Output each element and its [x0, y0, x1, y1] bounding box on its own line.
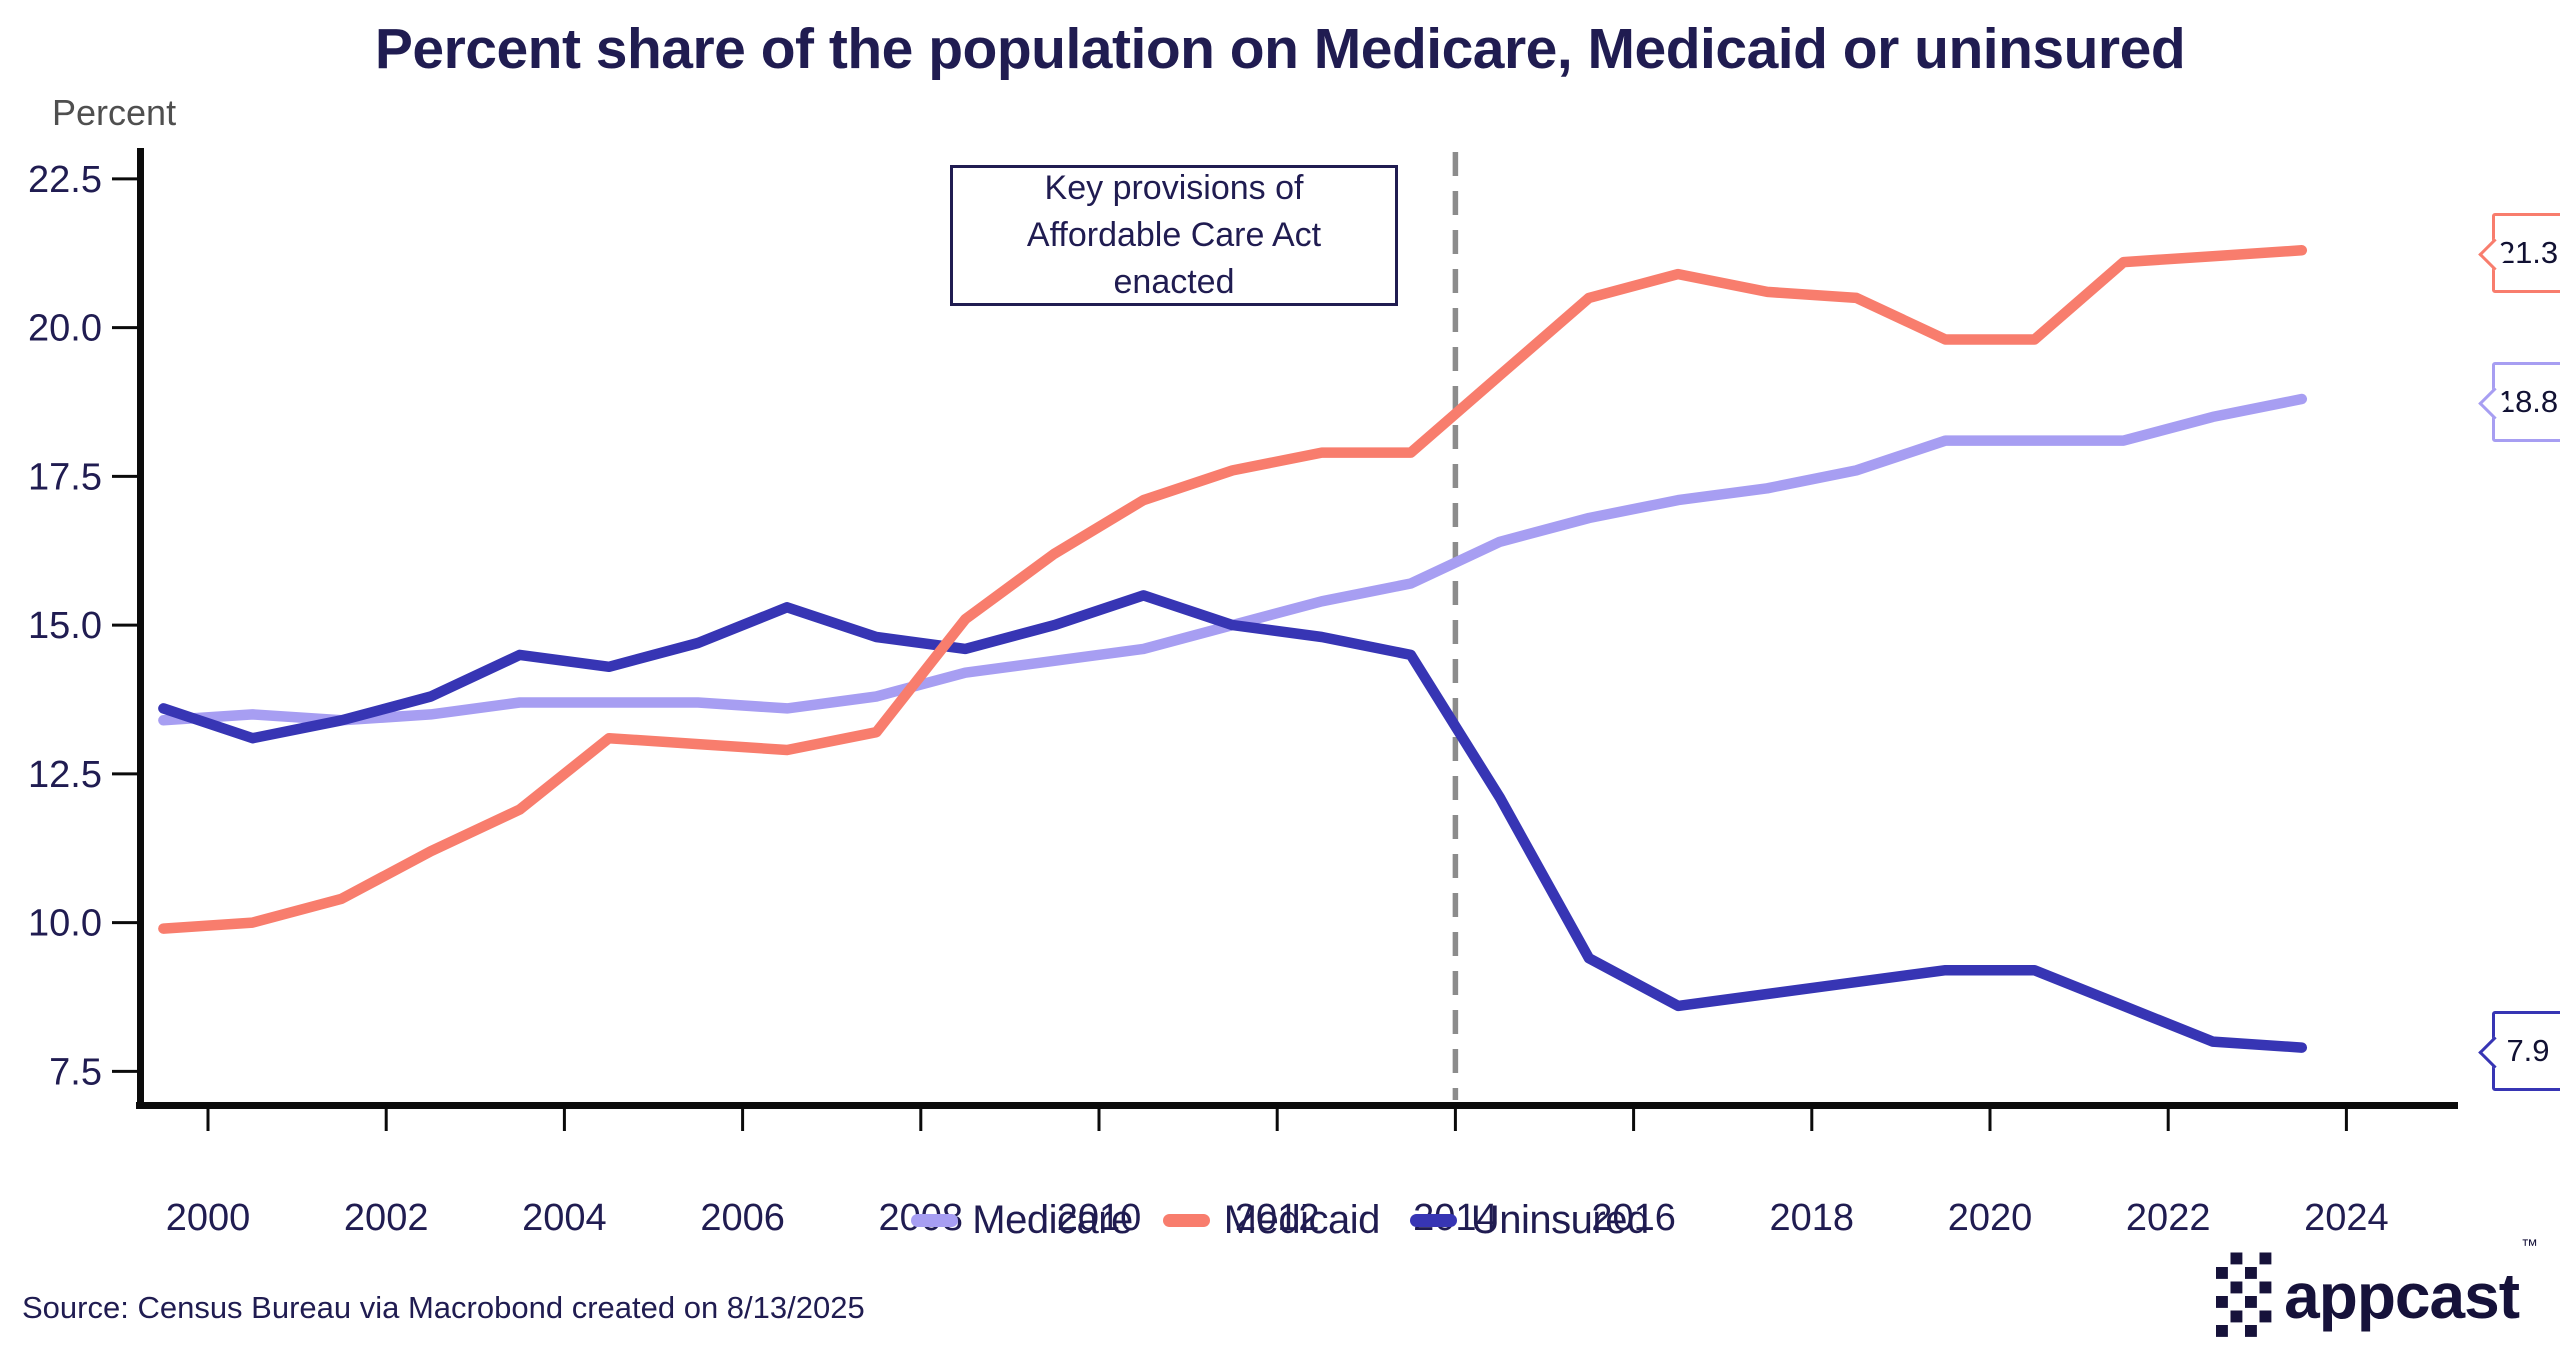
logo-square: [2245, 1296, 2258, 1308]
logo-square: [2259, 1281, 2272, 1294]
logo-square: [2230, 1252, 2243, 1265]
legend-item-medicaid: Medicaid: [1162, 1198, 1381, 1243]
x-tick-label: 2006: [700, 1197, 785, 1239]
end-label-medicaid: 21.3: [2478, 213, 2560, 294]
x-tick-label: 2000: [166, 1197, 251, 1239]
legend: Medicare Medicaid Uninsured: [0, 1198, 2560, 1243]
aca-annotation-text: Key provisions of Affordable Care Act en…: [1026, 169, 1322, 301]
x-tick-label: 2012: [1235, 1197, 1320, 1239]
source-note: Source: Census Bureau via Macrobond crea…: [22, 1290, 865, 1325]
y-axis-label: Percent: [52, 92, 177, 133]
logo-square: [2259, 1310, 2272, 1323]
end-label-uninsured: 7.9: [2478, 1010, 2560, 1091]
medicare-swatch-icon: [911, 1214, 959, 1227]
logo-square: [2216, 1267, 2229, 1279]
y-tick-label: 7.5: [49, 1051, 102, 1093]
appcast-logo: appcast™: [2216, 1236, 2538, 1340]
aca-annotation-box: Key provisions of Affordable Care Act en…: [950, 165, 1398, 306]
appcast-logo-mark-icon: [2216, 1252, 2272, 1337]
x-tick-label: 2016: [1591, 1197, 1676, 1239]
logo-square: [2216, 1325, 2229, 1337]
y-tick-label: 10.0: [28, 903, 102, 945]
uninsured-swatch-icon: [1409, 1214, 1457, 1227]
appcast-logo-text: appcast: [2284, 1260, 2520, 1332]
x-tick-label: 2004: [522, 1197, 607, 1239]
x-tick-label: 2020: [1948, 1197, 2033, 1239]
logo-square: [2230, 1310, 2243, 1323]
logo-square: [2259, 1252, 2272, 1265]
x-axis-line: [136, 1102, 2458, 1109]
logo-square: [2216, 1296, 2229, 1308]
x-tick-label: 2002: [344, 1197, 429, 1239]
x-tick-label: 2024: [2304, 1197, 2389, 1239]
y-tick-label: 17.5: [28, 456, 102, 498]
logo-square: [2245, 1325, 2258, 1337]
legend-label-uninsured: Uninsured: [1470, 1198, 1649, 1242]
medicaid-swatch-icon: [1162, 1214, 1210, 1227]
legend-item-uninsured: Uninsured: [1409, 1198, 1649, 1243]
y-tick-label: 12.5: [28, 754, 102, 796]
y-tick-label: 22.5: [28, 159, 102, 201]
x-tick-label: 2022: [2126, 1197, 2211, 1239]
series-line-medicaid: [158, 245, 2308, 934]
x-tick-label: 2018: [1770, 1197, 1855, 1239]
logo-square: [2230, 1281, 2243, 1294]
legend-label-medicare: Medicare: [972, 1198, 1133, 1242]
legend-label-medicaid: Medicaid: [1223, 1198, 1381, 1242]
x-tick-label: 2010: [1057, 1197, 1142, 1239]
y-tick-label: 15.0: [28, 605, 102, 647]
page-title: Percent share of the population on Medic…: [374, 17, 2186, 81]
end-label-medicare: 18.8: [2478, 362, 2560, 442]
appcast-logo-tm: ™: [2521, 1236, 2538, 1255]
y-tick-label: 20.0: [28, 308, 102, 350]
y-axis-line: [137, 148, 144, 1109]
end-label-uninsured-value: 7.9: [2506, 1032, 2550, 1068]
series-line-uninsured: [158, 590, 2308, 1053]
legend-item-medicare: Medicare: [911, 1198, 1133, 1243]
logo-square: [2245, 1267, 2258, 1279]
